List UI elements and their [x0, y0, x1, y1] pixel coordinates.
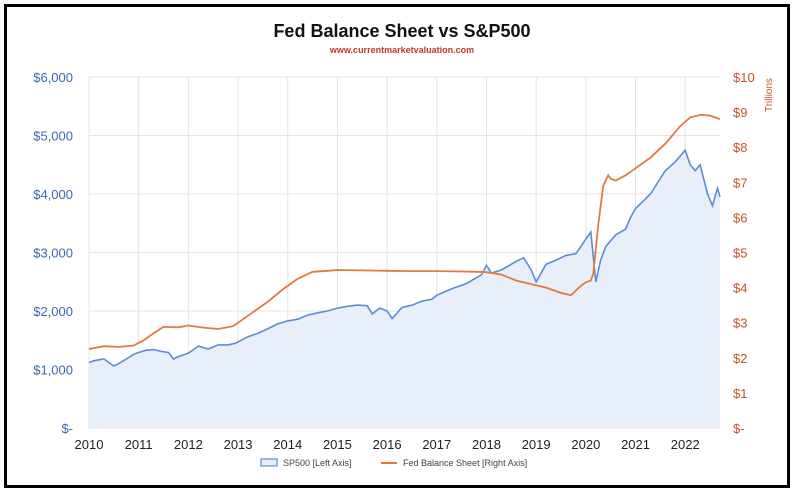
legend: SP500 [Left Axis] Fed Balance Sheet [Rig…: [260, 458, 527, 468]
x-tick-label: 2020: [571, 437, 600, 452]
right-axis-label: Trillions: [764, 78, 775, 112]
left-tick-label: $6,000: [33, 70, 73, 85]
right-tick-label: $8: [733, 140, 747, 155]
x-tick-label: 2016: [373, 437, 402, 452]
right-tick-label: $5: [733, 246, 747, 261]
legend-swatch-sp500: [260, 458, 278, 467]
chart-frame: $- $1,000 $2,000 $3,000 $4,000 $5,000 $6,000 20…: [4, 4, 790, 488]
x-tick-label: 2014: [273, 437, 302, 452]
right-tick-label: $1: [733, 386, 747, 401]
left-tick-label: $4,000: [33, 187, 73, 202]
right-tick-label: $-: [733, 421, 745, 436]
sp500-line: [88, 148, 721, 367]
right-tick-label: $7: [733, 175, 747, 190]
chart-title: Fed Balance Sheet vs S&P500: [273, 21, 530, 41]
sp500-area: [89, 150, 720, 428]
left-tick-label: $2,000: [33, 304, 73, 319]
x-tick-label: 2015: [323, 437, 352, 452]
right-tick-label: $6: [733, 210, 747, 225]
right-tick-label: $3: [733, 316, 747, 331]
legend-label-fed: Fed Balance Sheet [Right Axis]: [403, 458, 527, 468]
right-tick-label: $2: [733, 351, 747, 366]
x-tick-label: 2017: [422, 437, 451, 452]
x-tick-label: 2019: [522, 437, 551, 452]
left-tick-label: $5,000: [33, 129, 73, 144]
x-tick-label: 2012: [174, 437, 203, 452]
x-tick-label: 2018: [472, 437, 501, 452]
left-tick-label: $3,000: [33, 246, 73, 261]
x-tick-label: 2013: [224, 437, 253, 452]
right-tick-label: $10: [733, 70, 755, 85]
x-tick-label: 2021: [621, 437, 650, 452]
left-tick-label: $-: [61, 421, 73, 436]
x-tick-label: 2011: [125, 437, 153, 452]
x-tick-label: 2010: [75, 437, 104, 452]
left-tick-label: $1,000: [33, 363, 73, 378]
fed-balance-sheet-line: [88, 113, 721, 350]
right-tick-label: $4: [733, 281, 747, 296]
chart-subtitle: www.currentmarketvaluation.com: [329, 45, 474, 55]
right-tick-label: $9: [733, 105, 747, 120]
legend-label-sp500: SP500 [Left Axis]: [283, 458, 352, 468]
x-tick-label: 2022: [671, 437, 700, 452]
chart-canvas: $- $1,000 $2,000 $3,000 $4,000 $5,000 $6,000 20…: [33, 21, 775, 468]
